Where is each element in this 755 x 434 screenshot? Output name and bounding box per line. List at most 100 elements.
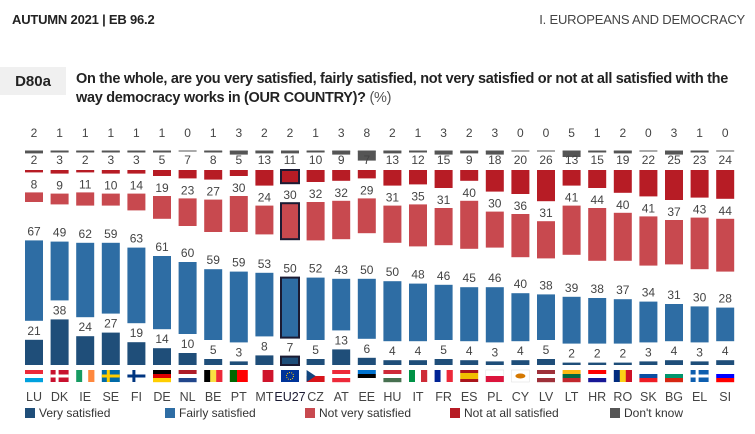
bar-fairly-satisfied [204, 269, 223, 340]
flag-stripe [562, 378, 581, 383]
data-label-not-at-all: 3 [56, 153, 63, 167]
flag-stripe [153, 378, 171, 383]
bar-very-satisfied [665, 360, 683, 365]
bar-fairly-satisfied [25, 240, 43, 321]
data-label-not-at-all: 7 [363, 153, 370, 167]
data-label-dont-know: 1 [210, 126, 217, 140]
data-label-very-satisfied: 4 [415, 344, 422, 358]
bar-fairly-satisfied [153, 256, 171, 330]
bar-not-at-all-satisfied [690, 170, 709, 198]
data-label-fairly-satisfied: 38 [591, 282, 605, 296]
data-label-dont-know: 1 [107, 126, 114, 140]
data-label-not-at-all: 15 [437, 153, 451, 167]
bar-not-at-all-satisfied [537, 170, 555, 202]
bar-very-satisfied [460, 360, 479, 365]
data-label-fairly-satisfied: 48 [411, 268, 425, 282]
bar-not-very-satisfied [25, 192, 43, 202]
bar-not-very-satisfied [204, 199, 223, 232]
data-label-very-satisfied: 7 [287, 341, 294, 355]
data-label-not-very: 19 [155, 181, 169, 195]
bar-fairly-satisfied [357, 278, 376, 339]
bar-not-very-satisfied [588, 208, 607, 261]
flag-ee-icon [357, 370, 376, 375]
bar-dont-know [613, 151, 632, 154]
flag-stripe [25, 378, 43, 383]
country-label: BE [205, 390, 222, 404]
country-label: LU [26, 390, 42, 404]
flag-ro-icon [613, 370, 620, 382]
flag-stripe [332, 374, 351, 379]
data-label-very-satisfied: 4 [389, 344, 396, 358]
bar-not-very-satisfied [460, 200, 479, 249]
data-label-not-at-all: 13 [258, 153, 272, 167]
legend-item-very-satisfied: Very satisfied [25, 406, 165, 420]
flag-eu-icon [281, 370, 299, 382]
flag-cross [101, 374, 120, 378]
country-label: EU27 [274, 390, 305, 404]
data-label-fairly-satisfied: 45 [463, 271, 477, 285]
data-label-fairly-satisfied: 67 [27, 224, 41, 238]
flag-stripe [639, 378, 658, 383]
bar-fairly-satisfied [690, 306, 709, 343]
bar-not-very-satisfied [511, 214, 530, 258]
data-label-dont-know: 2 [619, 126, 626, 140]
data-label-not-at-all: 20 [514, 153, 528, 167]
bar-very-satisfied [127, 342, 146, 365]
country-label: PL [487, 390, 502, 404]
flag-stripe [306, 376, 325, 382]
legend-label: Fairly satisfied [179, 406, 256, 420]
data-label-fairly-satisfied: 37 [616, 283, 630, 297]
bar-not-at-all-satisfied [178, 170, 197, 179]
country-label: SE [102, 390, 119, 404]
bar-fairly-satisfied [639, 301, 658, 343]
bar-very-satisfied [332, 349, 351, 365]
bar-not-at-all-satisfied [562, 170, 581, 186]
data-label-fairly-satisfied: 50 [283, 262, 297, 276]
data-label-dont-know: 3 [338, 126, 345, 140]
flag-stripe [619, 370, 626, 382]
bar-not-at-all-satisfied [229, 170, 248, 176]
data-label-very-satisfied: 2 [568, 347, 575, 361]
bar-not-at-all-satisfied [613, 170, 632, 193]
bar-not-very-satisfied [280, 202, 300, 241]
legend-swatch-not-at-all-satisfied [450, 408, 460, 418]
country-label: ES [461, 390, 478, 404]
bar-fairly-satisfied [50, 241, 69, 301]
flag-stripe [88, 370, 95, 382]
question-unit: (%) [369, 90, 392, 106]
data-label-dont-know: 1 [56, 126, 63, 140]
legend-item-fairly-satisfied: Fairly satisfied [165, 406, 305, 420]
bar-dont-know [588, 151, 607, 153]
section-title: I. EUROPEANS AND DEMOCRACY [539, 12, 745, 27]
bar-not-at-all-satisfied [25, 170, 43, 173]
country-label: SI [719, 390, 731, 404]
bar-very-satisfied [537, 359, 555, 365]
data-label-not-very: 32 [335, 186, 349, 200]
bar-very-satisfied [76, 336, 95, 365]
flag-stripe [421, 370, 428, 382]
bar-not-at-all-satisfied [357, 170, 376, 179]
data-label-not-at-all: 19 [616, 153, 630, 167]
data-label-very-satisfied: 27 [104, 317, 118, 331]
data-label-not-at-all: 3 [107, 153, 114, 167]
bar-very-satisfied [101, 332, 120, 365]
data-label-not-at-all: 13 [565, 153, 579, 167]
bar-very-satisfied [434, 359, 453, 365]
flag-cross [50, 374, 69, 378]
data-label-dont-know: 2 [466, 126, 473, 140]
bar-not-very-satisfied [562, 205, 581, 255]
flag-hr-icon [588, 370, 607, 375]
data-label-dont-know: 8 [363, 126, 370, 140]
data-label-not-at-all: 26 [539, 153, 553, 167]
data-label-dont-know: 1 [594, 126, 601, 140]
bar-not-at-all-satisfied [485, 170, 504, 192]
data-label-dont-know: 3 [491, 126, 498, 140]
bar-dont-know [281, 151, 299, 154]
data-label-dont-know: 1 [82, 126, 89, 140]
data-label-dont-know: 3 [440, 126, 447, 140]
bar-not-at-all-satisfied [280, 169, 300, 185]
data-label-fairly-satisfied: 62 [79, 227, 93, 241]
bar-not-at-all-satisfied [665, 170, 683, 200]
country-label: MT [255, 390, 273, 404]
bar-dont-know [229, 151, 248, 155]
